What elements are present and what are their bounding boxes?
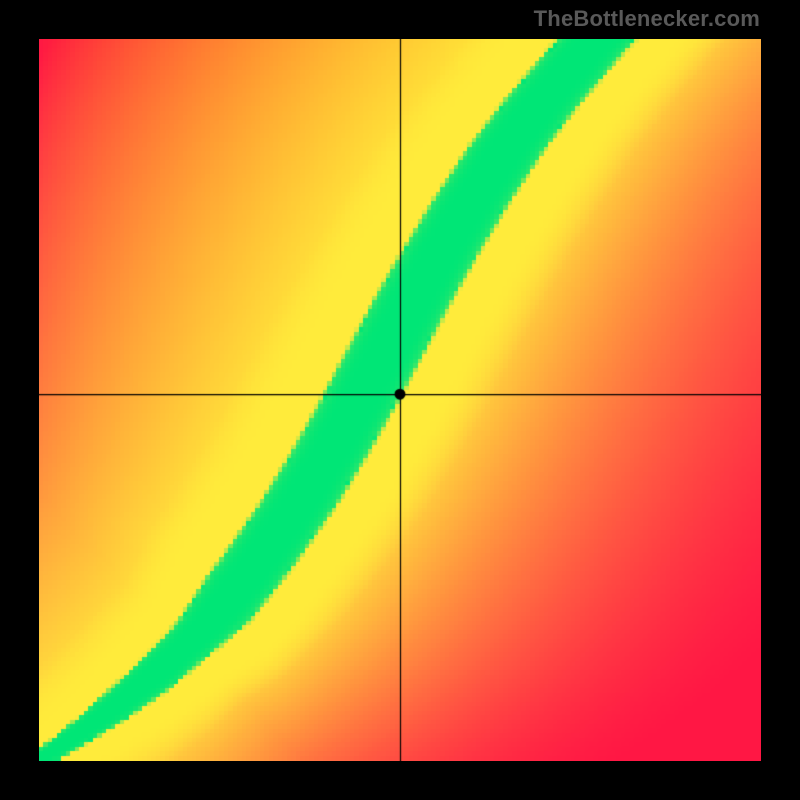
watermark-text: TheBottlenecker.com <box>534 6 760 32</box>
bottleneck-heatmap <box>39 39 761 761</box>
